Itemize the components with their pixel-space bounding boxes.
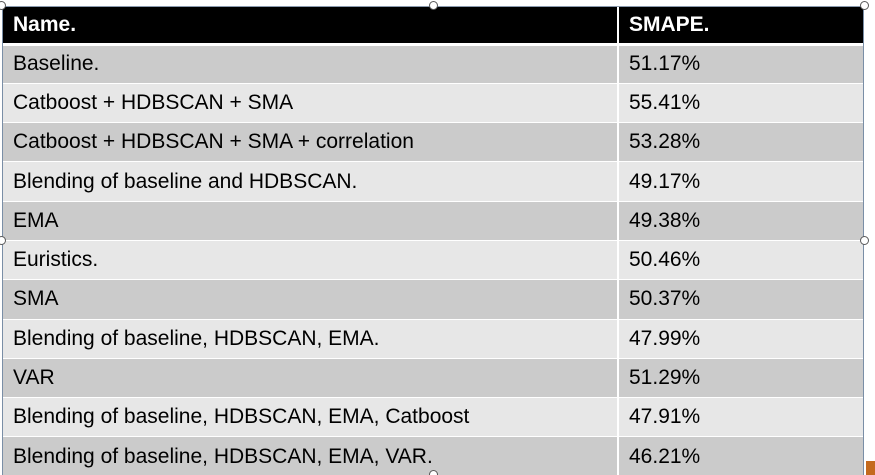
cell-smape[interactable]: 50.37% bbox=[618, 279, 863, 320]
header-name[interactable]: Name. bbox=[3, 7, 619, 46]
table-row: Blending of baseline, HDBSCAN, EMA, Catb… bbox=[3, 397, 863, 438]
cell-name[interactable]: EMA bbox=[3, 200, 619, 241]
table-row: Catboost + HDBSCAN + SMA 55.41% bbox=[3, 82, 863, 124]
results-table-frame[interactable]: Name. SMAPE. Baseline. 51.17% Catboost +… bbox=[2, 6, 864, 475]
header-smape[interactable]: SMAPE. bbox=[618, 7, 863, 46]
results-table[interactable]: Name. SMAPE. Baseline. 51.17% Catboost +… bbox=[3, 7, 863, 475]
table-row: SMA 50.37% bbox=[3, 279, 863, 320]
cell-smape[interactable]: 46.21% bbox=[618, 436, 863, 475]
cell-smape[interactable]: 47.99% bbox=[618, 318, 863, 359]
table-row: Euristics. 50.46% bbox=[3, 239, 863, 281]
cell-smape[interactable]: 53.28% bbox=[618, 122, 863, 163]
cell-name[interactable]: Euristics. bbox=[3, 239, 619, 281]
resize-handle-middle-left[interactable] bbox=[0, 236, 6, 245]
resize-handle-bottom-middle[interactable] bbox=[429, 470, 438, 475]
cell-name[interactable]: VAR bbox=[3, 357, 619, 399]
cell-smape[interactable]: 51.29% bbox=[618, 357, 863, 399]
resize-handle-top-right[interactable] bbox=[860, 1, 869, 10]
cell-name[interactable]: SMA bbox=[3, 279, 619, 320]
table-row: EMA 49.38% bbox=[3, 200, 863, 241]
table-row: Blending of baseline, HDBSCAN, EMA. 47.9… bbox=[3, 318, 863, 359]
cell-name[interactable]: Catboost + HDBSCAN + SMA + correlation bbox=[3, 122, 619, 163]
cell-smape[interactable]: 49.17% bbox=[618, 161, 863, 202]
edge-accent-mark bbox=[866, 461, 875, 475]
cell-name[interactable]: Blending of baseline, HDBSCAN, EMA, VAR. bbox=[3, 436, 619, 475]
table-row: Blending of baseline, HDBSCAN, EMA, VAR.… bbox=[3, 436, 863, 475]
table-row: VAR 51.29% bbox=[3, 357, 863, 399]
table-row: Baseline. 51.17% bbox=[3, 43, 863, 84]
cell-smape[interactable]: 47.91% bbox=[618, 397, 863, 438]
cell-name[interactable]: Blending of baseline and HDBSCAN. bbox=[3, 161, 619, 202]
cell-name[interactable]: Blending of baseline, HDBSCAN, EMA. bbox=[3, 318, 619, 359]
resize-handle-top-left[interactable] bbox=[0, 1, 6, 10]
cell-name[interactable]: Blending of baseline, HDBSCAN, EMA, Catb… bbox=[3, 397, 619, 438]
table-row: Blending of baseline and HDBSCAN. 49.17% bbox=[3, 161, 863, 202]
resize-handle-middle-right[interactable] bbox=[860, 236, 869, 245]
cell-smape[interactable]: 55.41% bbox=[618, 82, 863, 124]
header-row: Name. SMAPE. bbox=[3, 7, 863, 46]
cell-smape[interactable]: 49.38% bbox=[618, 200, 863, 241]
resize-handle-top-middle[interactable] bbox=[429, 1, 438, 10]
cell-smape[interactable]: 51.17% bbox=[618, 43, 863, 84]
cell-smape[interactable]: 50.46% bbox=[618, 239, 863, 281]
table-row: Catboost + HDBSCAN + SMA + correlation 5… bbox=[3, 122, 863, 163]
cell-name[interactable]: Catboost + HDBSCAN + SMA bbox=[3, 82, 619, 124]
cell-name[interactable]: Baseline. bbox=[3, 43, 619, 84]
